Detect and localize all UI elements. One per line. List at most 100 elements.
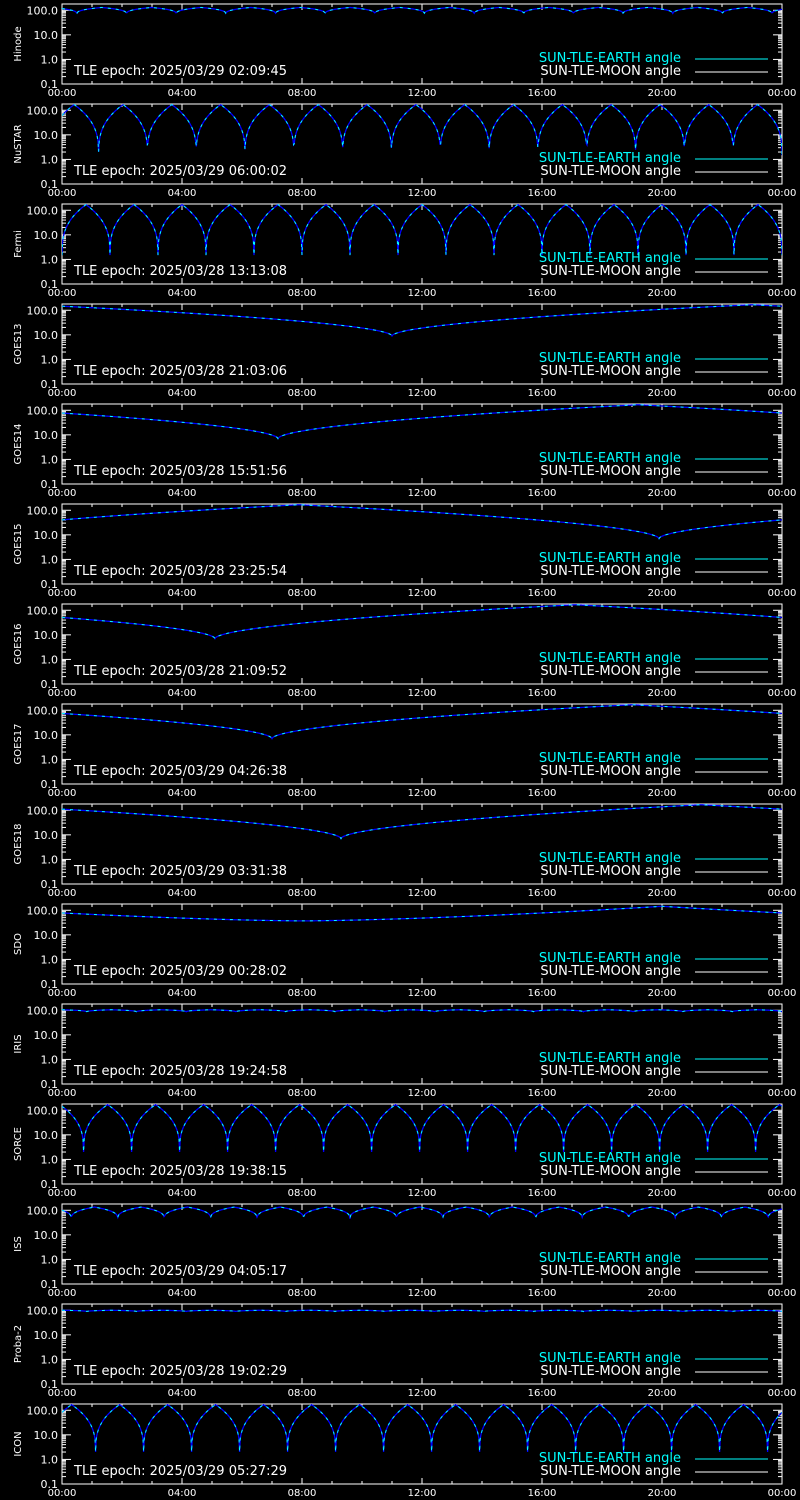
x-tick-label: 08:00	[288, 1288, 317, 1299]
legend-label-earth: SUN-TLE-EARTH angle	[539, 851, 681, 866]
series-line-earth-angle-highlight	[62, 804, 782, 840]
legend-label-moon: SUN-TLE-MOON angle	[540, 1064, 681, 1079]
y-tick-label: 1.0	[41, 1153, 59, 1166]
y-tick-label: 0.1	[41, 1278, 59, 1291]
y-tick-label: 100.0	[27, 1204, 59, 1217]
x-tick-label: 08:00	[288, 1188, 317, 1199]
y-tick-label: 10.0	[34, 129, 59, 142]
x-tick-label: 20:00	[648, 388, 677, 399]
y-tick-label: 1.0	[41, 353, 59, 366]
y-ticks	[61, 404, 783, 485]
x-tick-label: 16:00	[528, 1188, 557, 1199]
x-tick-label: 08:00	[288, 1088, 317, 1099]
x-tick-label: 04:00	[168, 188, 197, 199]
x-tick-label: 04:00	[168, 488, 197, 499]
series-line-earth-angle-highlight	[62, 1404, 782, 1453]
x-tick-label: 12:00	[408, 888, 437, 899]
series-line-earth-angle	[62, 204, 782, 256]
series-line-earth-angle-highlight	[62, 104, 782, 156]
tle-epoch-label: TLE epoch: 2025/03/29 02:09:45	[73, 64, 287, 79]
y-tick-label: 10.0	[34, 329, 59, 342]
y-tick-label: 100.0	[27, 1304, 59, 1317]
x-tick-label: 00:00	[768, 588, 797, 599]
y-tick-label: 10.0	[34, 1029, 59, 1042]
tle-epoch-label: TLE epoch: 2025/03/28 19:38:15	[73, 1164, 287, 1179]
x-tick-label: 12:00	[408, 1288, 437, 1299]
satellite-name-label: GOES16	[13, 623, 24, 664]
y-ticks	[61, 504, 783, 585]
x-tick-label: 04:00	[168, 1088, 197, 1099]
x-tick-label: 20:00	[648, 488, 677, 499]
x-tick-label: 00:00	[768, 1388, 797, 1399]
x-tick-label: 04:00	[168, 1388, 197, 1399]
x-tick-label: 04:00	[168, 1188, 197, 1199]
x-tick-label: 00:00	[768, 888, 797, 899]
y-ticks	[61, 1004, 783, 1085]
series-line-earth-angle	[62, 104, 782, 156]
x-tick-label: 00:00	[768, 1288, 797, 1299]
y-tick-label: 10.0	[34, 629, 59, 642]
legend-label-moon: SUN-TLE-MOON angle	[540, 364, 681, 379]
satellite-name-label: Fermi	[13, 230, 24, 258]
tle-epoch-label: TLE epoch: 2025/03/29 00:28:02	[73, 964, 287, 979]
y-tick-label: 1.0	[41, 853, 59, 866]
chart-panel-goes13: 100.010.01.00.100:00 04:00 08:00 12:00 16:00…	[13, 303, 796, 399]
x-tick-label: 00:00	[768, 1088, 797, 1099]
x-tick-label: 08:00	[288, 488, 317, 499]
y-tick-label: 1.0	[41, 1353, 59, 1366]
series-line-earth-angle-highlight	[62, 204, 782, 256]
series-line-earth-angle-highlight	[62, 504, 782, 540]
chart-panel-iss: 100.010.01.00.100:00 04:00 08:00 12:00 16:00…	[13, 1203, 797, 1299]
satellite-name-label: GOES17	[13, 723, 24, 764]
y-tick-label: 0.1	[41, 178, 59, 191]
satellite-name-label: SDO	[13, 933, 24, 955]
x-tick-label: 00:00	[768, 988, 797, 999]
tle-epoch-label: TLE epoch: 2025/03/29 06:00:02	[73, 164, 287, 179]
x-tick-label: 20:00	[648, 588, 677, 599]
y-tick-label: 10.0	[34, 1329, 59, 1342]
x-tick-label: 16:00	[528, 488, 557, 499]
y-tick-label: 0.1	[41, 1078, 59, 1091]
y-tick-label: 100.0	[27, 504, 59, 517]
x-tick-label: 20:00	[648, 1088, 677, 1099]
x-tick-label: 08:00	[288, 588, 317, 599]
legend-label-moon: SUN-TLE-MOON angle	[540, 264, 681, 279]
legend-label-earth: SUN-TLE-EARTH angle	[539, 751, 681, 766]
y-tick-label: 10.0	[34, 1229, 59, 1242]
x-tick-label: 12:00	[408, 688, 437, 699]
y-tick-label: 1.0	[41, 1453, 59, 1466]
legend-label-earth: SUN-TLE-EARTH angle	[539, 1151, 681, 1166]
x-tick-label: 08:00	[288, 1488, 317, 1499]
x-tick-label: 12:00	[408, 288, 437, 299]
y-tick-label: 10.0	[34, 829, 59, 842]
legend-label-earth: SUN-TLE-EARTH angle	[539, 51, 681, 66]
y-tick-label: 10.0	[34, 529, 59, 542]
x-tick-label: 00:00	[768, 788, 797, 799]
series-line-earth-angle-highlight	[62, 1009, 782, 1013]
y-tick-label: 1.0	[41, 753, 59, 766]
y-tick-label: 100.0	[27, 1004, 59, 1017]
y-ticks	[61, 1104, 783, 1185]
x-tick-label: 20:00	[648, 688, 677, 699]
x-tick-label: 08:00	[288, 1388, 317, 1399]
chart-panel-fermi: 100.010.01.00.100:00 04:00 08:00 12:00 16:00…	[13, 203, 796, 299]
x-tick-label: 16:00	[528, 1088, 557, 1099]
y-ticks	[61, 304, 783, 385]
chart-panel-goes14: 100.010.01.00.100:00 04:00 08:00 12:00 16:00…	[13, 403, 796, 499]
tle-epoch-label: TLE epoch: 2025/03/29 03:31:38	[73, 864, 287, 879]
x-tick-label: 12:00	[408, 1088, 437, 1099]
legend-label-moon: SUN-TLE-MOON angle	[540, 864, 681, 879]
legend-label-moon: SUN-TLE-MOON angle	[540, 964, 681, 979]
x-tick-label: 00:00	[768, 1488, 797, 1499]
series-line-earth-angle-highlight	[62, 1309, 782, 1313]
chart-panel-goes16: 100.010.01.00.100:00 04:00 08:00 12:00 16:00…	[13, 603, 796, 699]
y-tick-label: 100.0	[27, 704, 59, 717]
series-line-earth-angle-highlight	[62, 704, 782, 740]
x-tick-label: 00:00	[48, 388, 77, 399]
x-tick-label: 04:00	[168, 588, 197, 599]
x-tick-label: 00:00	[48, 1088, 77, 1099]
legend-label-moon: SUN-TLE-MOON angle	[540, 564, 681, 579]
chart-panel-icon: 100.010.01.00.100:00 04:00 08:00 12:00 16:00…	[13, 1403, 797, 1499]
x-tick-label: 00:00	[768, 1188, 797, 1199]
satellite-name-label: Proba-2	[13, 1325, 24, 1363]
